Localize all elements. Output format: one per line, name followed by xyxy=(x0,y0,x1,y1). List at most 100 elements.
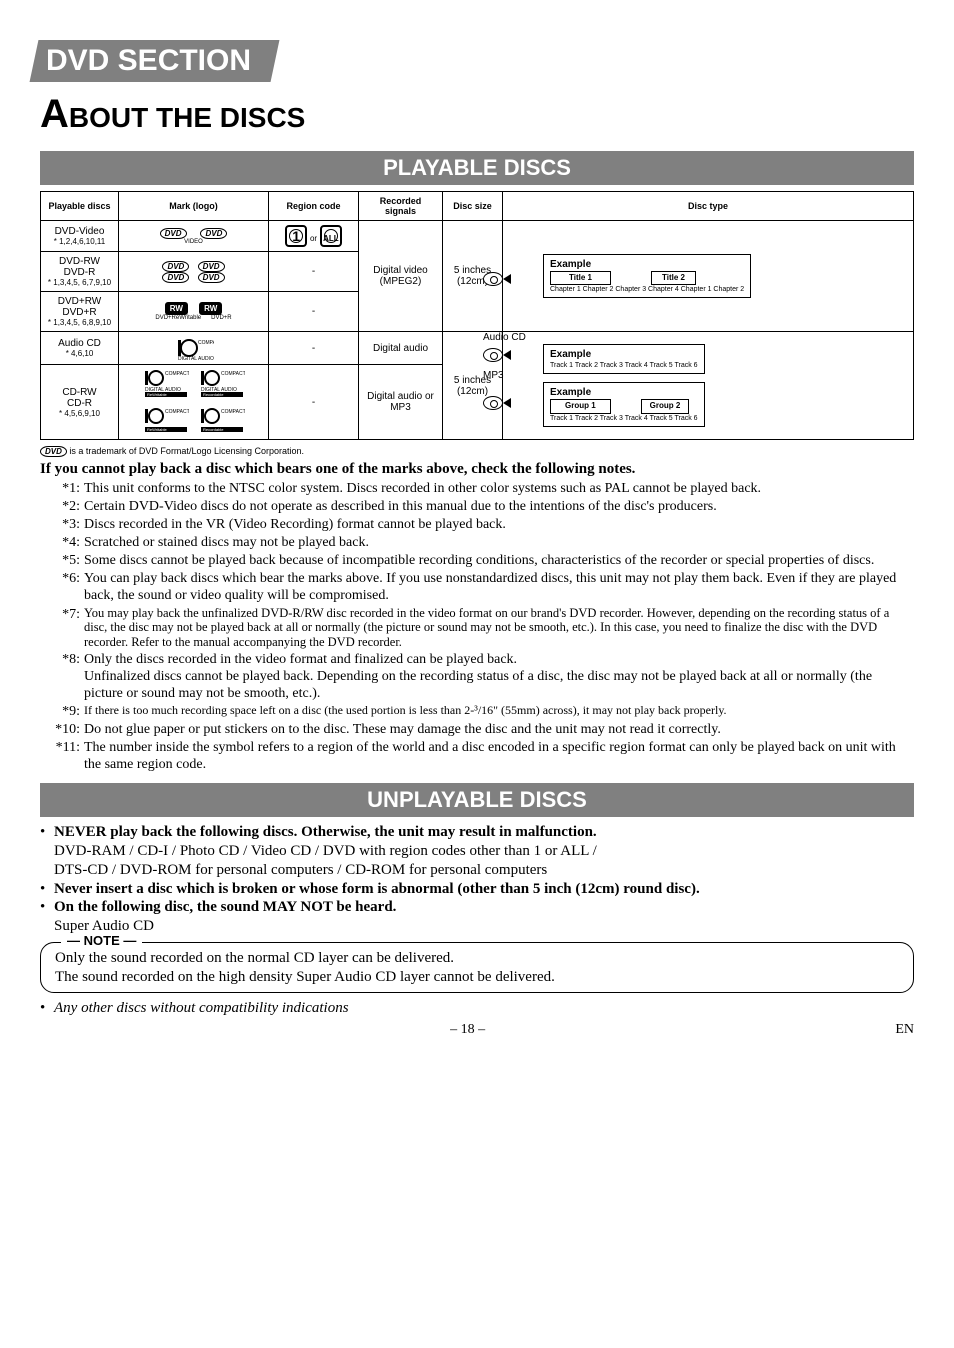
dvd-logo-icon: DVD xyxy=(160,228,187,239)
mp3-label: MP3 xyxy=(483,370,504,381)
groups-row: Group 1 Group 2 xyxy=(550,399,698,413)
trademark-text: is a trademark of DVD Format/Logo Licens… xyxy=(69,446,304,456)
row-audiocd: Audio CD * 4,6,10 COMPACT DIGITAL AUDIO … xyxy=(41,332,914,365)
b3a: On the following disc, the sound MAY NOT… xyxy=(54,899,396,915)
svg-text:COMPACT: COMPACT xyxy=(221,371,245,377)
cell-type-video: Example Title 1 Title 2 Chapter 1 Chapte… xyxy=(503,221,914,332)
group-2: Group 2 xyxy=(641,399,690,413)
b1c: DTS-CD / DVD-ROM for personal computers … xyxy=(54,862,547,878)
cell-mark: DVD DVD VIDEO xyxy=(119,221,269,252)
bullet-row: • NEVER play back the following discs. O… xyxy=(40,823,914,879)
cell-region: - xyxy=(269,252,359,292)
dvd-r-logo-icon: DVD xyxy=(162,272,189,283)
note-item: *3:Discs recorded in the VR (Video Recor… xyxy=(50,516,914,533)
note-item: *11:The number inside the symbol refers … xyxy=(50,739,914,773)
region-or: or xyxy=(310,234,317,243)
note-item: *1:This unit conforms to the NTSC color … xyxy=(50,480,914,497)
cd-recordable-icon: COMPACTDIGITAL AUDIORecordable xyxy=(199,369,245,397)
arrow-icon xyxy=(503,274,511,284)
th-playable: Playable discs xyxy=(41,192,119,221)
chapters-row: Chapter 1 Chapter 2 Chapter 3 Chapter 4 … xyxy=(550,285,744,294)
mp3-example: MP3 Example Group 1 Group 2 Track 1 Trac… xyxy=(513,382,909,426)
table-header-row: Playable discs Mark (logo) Region code R… xyxy=(41,192,914,221)
arrow-icon xyxy=(503,350,511,360)
svg-text:Recordable: Recordable xyxy=(203,427,224,432)
disc-note: * 4,6,10 xyxy=(45,349,114,358)
bullet-row: • Any other discs without compatibility … xyxy=(40,999,914,1018)
svg-text:Recordable: Recordable xyxy=(203,392,224,397)
title-bigletter: A xyxy=(40,92,69,136)
discs-table: Playable discs Mark (logo) Region code R… xyxy=(40,191,914,440)
tracks-row: Track 1 Track 2 Track 3 Track 4 Track 5 … xyxy=(550,414,698,423)
cell-signals: Digital audio or MP3 xyxy=(359,365,443,440)
disc-note: * 4,5,6,9,10 xyxy=(45,409,114,418)
disc-name: CD-RW CD-R xyxy=(45,387,114,409)
note-item: *6:You can play back discs which bear th… xyxy=(50,570,914,604)
note-line1: Only the sound recorded on the normal CD… xyxy=(55,949,899,968)
playable-band: PLAYABLE DISCS xyxy=(40,151,914,185)
svg-text:COMPACT: COMPACT xyxy=(165,371,189,377)
page-lang: EN xyxy=(895,1022,914,1038)
disc-note: * 1,3,4,5, 6,7,9,10 xyxy=(45,278,114,287)
rw-logo-icon: RW xyxy=(199,302,222,315)
note-item: *2:Certain DVD-Video discs do not operat… xyxy=(50,498,914,515)
cell-signals: Digital audio xyxy=(359,332,443,365)
bullet-icon: • xyxy=(40,898,54,936)
dvd-r-logo-icon: DVD xyxy=(198,272,225,283)
notes-list: *1:This unit conforms to the NTSC color … xyxy=(40,480,914,773)
cd-rewritable-icon: COMPACTDIGITAL AUDIOReWritable xyxy=(143,369,189,397)
page-number: – 18 – xyxy=(450,1022,485,1038)
disc-name: DVD-Video xyxy=(45,226,114,237)
titles-row: Title 1 Title 2 xyxy=(550,271,744,285)
example-box: Example Title 1 Title 2 Chapter 1 Chapte… xyxy=(543,254,751,298)
dvd-rw-logo-icon: DVD xyxy=(162,261,189,272)
note-item: *10:Do not glue paper or put stickers on… xyxy=(50,721,914,738)
example-box: Example Track 1 Track 2 Track 3 Track 4 … xyxy=(543,344,705,374)
cell-name: DVD-Video * 1,2,4,6,10,11 xyxy=(41,221,119,252)
svg-text:COMPACT: COMPACT xyxy=(221,409,245,415)
svg-text:ReWritable: ReWritable xyxy=(147,427,167,432)
disc-eye-icon xyxy=(483,272,503,286)
disc-name: Audio CD xyxy=(45,338,114,349)
th-type: Disc type xyxy=(503,192,914,221)
arrow-icon xyxy=(503,398,511,408)
unplayable-band: UNPLAYABLE DISCS xyxy=(40,783,914,817)
cell-name: CD-RW CD-R * 4,5,6,9,10 xyxy=(41,365,119,440)
bullet-icon: • xyxy=(40,880,54,899)
note-item: *7:You may play back the unfinalized DVD… xyxy=(50,606,914,650)
cell-region: 1 or ALL xyxy=(269,221,359,252)
bullet-text: Any other discs without compatibility in… xyxy=(54,999,914,1018)
audiocd-example: Audio CD Example Track 1 Track 2 Track 3… xyxy=(513,344,909,374)
cell-region: - xyxy=(269,292,359,332)
example-box: Example Group 1 Group 2 Track 1 Track 2 … xyxy=(543,382,705,426)
th-signals: Recorded signals xyxy=(359,192,443,221)
cell-name: Audio CD * 4,6,10 xyxy=(41,332,119,365)
note-item: *8:Only the discs recorded in the video … xyxy=(50,651,914,702)
svg-text:COMPACT: COMPACT xyxy=(198,340,214,346)
example-wrap: Example Title 1 Title 2 Chapter 1 Chapte… xyxy=(513,254,909,298)
unplayable-bullets: • NEVER play back the following discs. O… xyxy=(40,823,914,1018)
bullet-icon: • xyxy=(40,999,54,1018)
dvd-rw-logo-icon: DVD xyxy=(198,261,225,272)
b2: Never insert a disc which is broken or w… xyxy=(54,881,700,897)
note-label: NOTE xyxy=(61,933,142,949)
cell-name: DVD-RW DVD-R * 1,3,4,5, 6,7,9,10 xyxy=(41,252,119,292)
title-1: Title 1 xyxy=(550,271,611,285)
b1a: NEVER play back the following discs. Oth… xyxy=(54,824,597,840)
section-header: DVD SECTION xyxy=(30,40,280,82)
page-title: ABOUT THE DISCS xyxy=(40,92,914,137)
cell-mark: COMPACT DIGITAL AUDIO xyxy=(119,332,269,365)
example-label: Example xyxy=(550,386,698,399)
svg-text:ReWritable: ReWritable xyxy=(147,392,167,397)
th-size: Disc size xyxy=(443,192,503,221)
th-region: Region code xyxy=(269,192,359,221)
logo-sub: DVD+ReWritable DVD+R xyxy=(123,315,264,321)
disc-note: * 1,2,4,6,10,11 xyxy=(45,237,114,246)
cell-signals: Digital video (MPEG2) xyxy=(359,221,443,332)
bullet-text: NEVER play back the following discs. Oth… xyxy=(54,823,914,879)
cell-name: DVD+RW DVD+R * 1,3,4,5, 6,8,9,10 xyxy=(41,292,119,332)
note-item: *9:If there is too much recording space … xyxy=(50,703,914,720)
cell-mark: COMPACTDIGITAL AUDIOReWritable COMPACTDI… xyxy=(119,365,269,440)
cell-region: - xyxy=(269,332,359,365)
th-mark: Mark (logo) xyxy=(119,192,269,221)
